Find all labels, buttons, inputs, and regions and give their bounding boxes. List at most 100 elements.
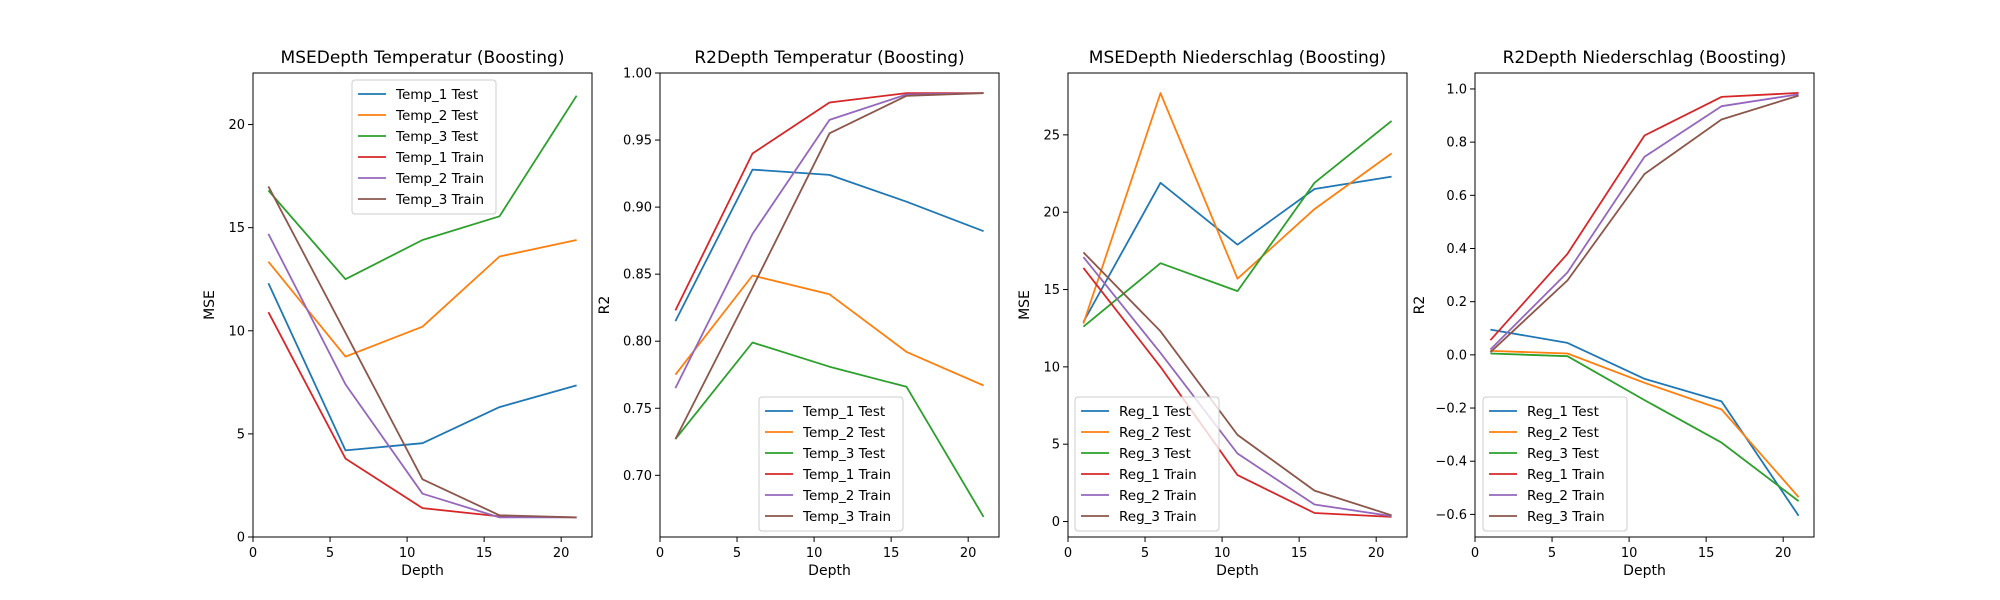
legend-label: Temp_1 Test: [395, 87, 478, 103]
y-tick-label: 0.75: [623, 402, 652, 417]
axes-frame: [1474, 72, 1815, 538]
x-axis-label: Depth: [1216, 563, 1259, 579]
series-line-reg-2-train: [1489, 93, 1799, 351]
legend-label: Reg_2 Test: [1527, 425, 1599, 441]
y-tick-label: 5: [1052, 438, 1060, 453]
y-tick-label: 0.2: [1446, 295, 1467, 310]
series-line-temp-2-test: [267, 239, 577, 358]
legend-label: Temp_1 Test: [802, 404, 885, 420]
y-tick-label: 0.90: [623, 201, 652, 216]
y-axis-label: MSE: [202, 290, 218, 320]
legend-label: Reg_1 Test: [1119, 404, 1191, 420]
series-line-reg-1-train: [1082, 267, 1392, 518]
chart-title: R2Depth Niederschlag (Boosting): [1503, 48, 1787, 68]
chart-panel-3: MSEDepth Niederschlag (Boosting) 0 5 10 15 20…: [1017, 48, 1408, 579]
legend: Temp_1 Test Temp_2 Test Temp_3 Test Temp_1 …: [758, 396, 904, 532]
x-tick-label: 15: [1698, 546, 1715, 561]
y-tick-label: 20: [228, 118, 245, 133]
legend-label: Temp_1 Train: [395, 150, 484, 166]
legend-box: [1074, 396, 1220, 532]
legend-label: Temp_2 Test: [395, 108, 478, 124]
legend-label: Reg_1 Train: [1527, 467, 1605, 483]
series-group: [267, 95, 578, 519]
series-line-reg-2-test: [1490, 350, 1800, 498]
series-line-reg-2-train: [1082, 256, 1392, 517]
series-line-reg-3-test: [1490, 352, 1800, 502]
series-line-temp-1-train: [267, 311, 577, 519]
y-tick-label: 0.95: [623, 134, 652, 149]
legend-box: [758, 396, 904, 532]
x-tick-label: 20: [1775, 546, 1792, 561]
axes-frame: [252, 72, 593, 538]
series-line-temp-1-train: [674, 92, 984, 311]
x-tick-label: 0: [1471, 546, 1479, 561]
x-tick-label: 5: [1141, 546, 1149, 561]
y-tick-label: 25: [1043, 128, 1060, 143]
x-tick-label: 5: [1548, 546, 1556, 561]
y-axis-label: R2: [1412, 296, 1428, 315]
y-tick-label: 1.00: [623, 67, 652, 82]
y-tick-label: 10: [1043, 360, 1060, 375]
legend-label: Temp_2 Train: [395, 171, 484, 187]
legend-label: Reg_3 Train: [1527, 509, 1605, 525]
chart-panel-1: MSEDepth Temperatur (Boosting) 0 5 10 15 20 0 5…: [202, 48, 593, 579]
x-tick-label: 0: [249, 546, 257, 561]
y-tick-label: 0.70: [623, 469, 652, 484]
chart-panel-2: R2Depth Temperatur (Boosting) 0 5 10 15 20 0.7…: [597, 48, 1000, 579]
y-tick-label: 0.8: [1446, 136, 1467, 151]
x-tick-label: 10: [1621, 546, 1638, 561]
series-group: [1489, 92, 1800, 517]
chart-title: MSEDepth Niederschlag (Boosting): [1089, 48, 1386, 68]
legend-label: Reg_2 Test: [1119, 425, 1191, 441]
series-line-reg-1-train: [1489, 92, 1799, 341]
series-line-temp-2-train: [674, 92, 984, 389]
legend-label: Temp_3 Test: [802, 446, 885, 462]
y-tick-label: 0.80: [623, 335, 652, 350]
series-line-temp-3-test: [674, 341, 985, 518]
series-line-reg-3-train: [1489, 94, 1799, 353]
chart-panel-4: R2Depth Niederschlag (Boosting) 0 5 10 15 20 −…: [1412, 48, 1815, 579]
legend: Reg_1 Test Reg_2 Test Reg_3 Test Reg_1 Trai…: [1074, 396, 1220, 532]
legend-label: Temp_3 Train: [802, 509, 891, 525]
y-tick-label: 0.4: [1446, 242, 1467, 257]
legend-label: Reg_2 Train: [1527, 488, 1605, 504]
legend-label: Reg_2 Train: [1119, 488, 1197, 504]
x-tick-label: 5: [733, 546, 741, 561]
y-tick-label: 0.6: [1446, 189, 1467, 204]
series-line-temp-2-train: [267, 233, 577, 519]
axes-frame: [659, 72, 1000, 538]
legend: Temp_1 Test Temp_2 Test Temp_3 Test Temp_1 …: [351, 79, 497, 215]
y-tick-label: −0.6: [1435, 508, 1467, 523]
legend-label: Temp_2 Test: [802, 425, 885, 441]
x-tick-label: 15: [1291, 546, 1308, 561]
series-group: [1082, 92, 1393, 518]
legend-label: Temp_3 Train: [395, 192, 484, 208]
x-axis-label: Depth: [401, 563, 444, 579]
x-tick-label: 10: [1214, 546, 1231, 561]
legend-label: Reg_3 Test: [1527, 446, 1599, 462]
x-tick-label: 15: [476, 546, 493, 561]
x-tick-label: 20: [960, 546, 977, 561]
legend: Reg_1 Test Reg_2 Test Reg_3 Test Reg_1 Trai…: [1482, 396, 1628, 532]
series-group: [674, 92, 985, 518]
x-tick-label: 20: [1368, 546, 1385, 561]
legend-label: Reg_3 Test: [1119, 446, 1191, 462]
series-line-reg-1-test: [1082, 175, 1392, 323]
y-tick-label: 0.0: [1446, 348, 1467, 363]
y-tick-label: 5: [237, 427, 245, 442]
series-line-temp-2-test: [674, 274, 984, 387]
series-line-temp-3-train: [674, 92, 984, 440]
x-axis-label: Depth: [808, 563, 851, 579]
x-tick-label: 20: [553, 546, 570, 561]
y-tick-label: 15: [1043, 283, 1060, 298]
axes-frame: [1067, 72, 1408, 538]
y-tick-label: 15: [228, 221, 245, 236]
y-tick-label: 1.0: [1446, 82, 1467, 97]
legend-label: Temp_3 Test: [395, 129, 478, 145]
x-tick-label: 5: [326, 546, 334, 561]
series-line-reg-3-test: [1082, 120, 1393, 328]
y-tick-label: 10: [228, 324, 245, 339]
x-tick-label: 0: [656, 546, 664, 561]
series-line-reg-2-test: [1082, 92, 1393, 324]
y-tick-label: 0: [1052, 515, 1060, 530]
